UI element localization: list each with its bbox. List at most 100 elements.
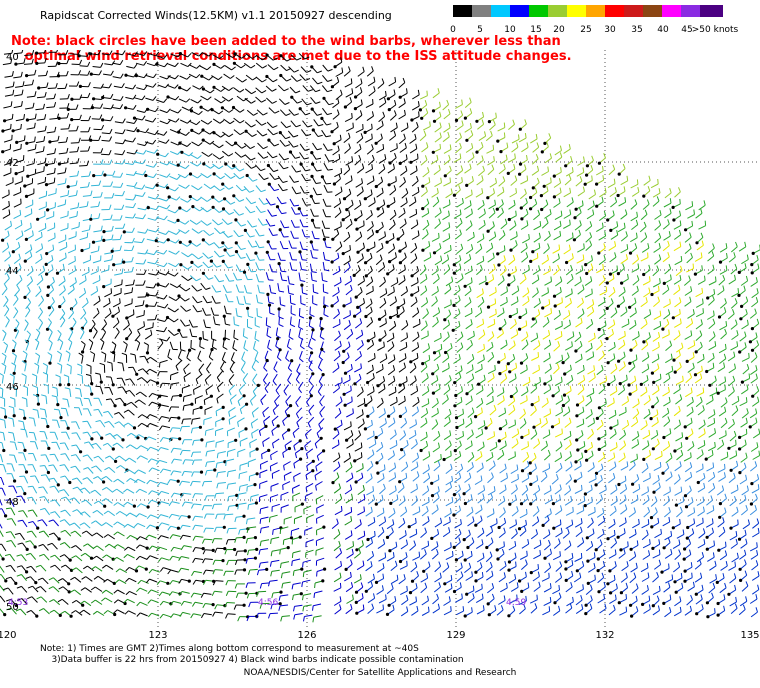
wind-barb — [235, 591, 248, 598]
wind-barb — [511, 285, 520, 296]
wind-barb — [508, 199, 516, 210]
wind-barb — [312, 187, 322, 196]
wind-barb — [500, 218, 508, 230]
wind-barb — [190, 592, 202, 598]
wind-barb — [353, 452, 363, 463]
wind-barb — [52, 419, 60, 429]
wind-barb — [57, 199, 67, 208]
wind-barb — [14, 285, 20, 297]
wind-barb — [181, 385, 191, 394]
wind-barb — [143, 342, 150, 355]
wind-barb — [58, 338, 64, 350]
wind-barb — [374, 427, 384, 440]
wind-barb — [434, 177, 442, 188]
wind-barb — [0, 530, 4, 537]
wind-barb — [103, 254, 114, 262]
wind-barb — [73, 407, 83, 416]
wind-barb — [598, 383, 606, 395]
wind-barb — [663, 309, 671, 320]
wind-barb — [275, 205, 287, 215]
wind-barb — [244, 206, 256, 214]
wind-barb — [170, 393, 183, 402]
wind-barb — [135, 280, 146, 286]
footnote-line-2: 3)Data buffer is 22 hrs from 20150927 4)… — [40, 655, 464, 665]
wind-barb — [598, 308, 606, 320]
wind-barb — [203, 319, 211, 329]
wind-barb — [365, 164, 373, 174]
wind-barb — [80, 115, 91, 122]
wind-barb — [277, 175, 288, 183]
wind-barb — [202, 548, 215, 555]
wind-barb — [289, 262, 297, 271]
wind-barb — [665, 353, 673, 364]
wind-barb — [586, 387, 595, 398]
wind-barb — [239, 402, 249, 415]
wind-barb — [464, 308, 473, 318]
wind-barb — [212, 611, 223, 617]
wind-barb — [343, 421, 352, 431]
wind-barb — [346, 548, 354, 559]
wind-barb — [25, 69, 37, 78]
wind-barb — [48, 586, 60, 593]
wind-barb — [444, 284, 452, 295]
wind-barb — [146, 414, 158, 419]
wind-barb — [181, 418, 192, 425]
wind-barb — [256, 590, 267, 597]
wind-barb — [274, 394, 281, 407]
wind-barb — [456, 606, 465, 616]
wind-barb — [9, 454, 18, 463]
wind-barb — [1, 362, 7, 374]
wind-barb — [748, 332, 758, 344]
wind-barb — [125, 512, 138, 518]
wind-barb — [15, 114, 25, 122]
wind-barb — [177, 294, 190, 302]
wind-barb — [334, 604, 342, 615]
wind-barb — [696, 449, 704, 460]
wind-barb — [156, 54, 168, 59]
wind-barb — [696, 387, 705, 397]
wind-barb — [59, 285, 66, 296]
wind-barb — [191, 470, 204, 477]
colorbar-label: 0 — [450, 25, 456, 35]
wind-barb — [445, 475, 454, 486]
wind-barb — [332, 145, 340, 156]
wind-barb — [136, 51, 148, 56]
wind-barb — [477, 343, 485, 354]
wind-barb — [653, 321, 662, 331]
wind-barb — [730, 241, 738, 253]
wind-barb — [737, 285, 746, 297]
wind-barb — [144, 184, 157, 190]
wind-barb — [686, 594, 693, 606]
wind-barb — [211, 205, 224, 213]
wind-barb — [594, 474, 603, 487]
wind-barb — [752, 450, 760, 460]
wind-barb — [135, 339, 141, 351]
wind-barb — [750, 474, 760, 486]
wind-barb — [564, 439, 572, 450]
wind-barb — [244, 62, 256, 69]
wind-barb — [25, 552, 37, 560]
wind-barb — [728, 274, 736, 285]
wind-barb — [409, 133, 417, 144]
wind-barb — [509, 318, 517, 330]
wind-barb — [519, 550, 528, 560]
wind-barb — [618, 374, 628, 386]
wind-barb — [531, 274, 540, 285]
wind-barb — [456, 571, 464, 582]
wind-barb — [641, 352, 650, 363]
wind-barb — [673, 442, 683, 453]
wind-barb — [486, 395, 494, 406]
wind-barb — [14, 219, 23, 230]
wind-barb — [673, 419, 681, 430]
wind-barb — [445, 496, 454, 507]
wind-barb — [243, 186, 255, 193]
wind-barb — [357, 506, 365, 516]
wind-barb — [201, 87, 215, 94]
wind-barb — [421, 241, 431, 252]
wind-barb — [330, 252, 340, 264]
wind-barb — [430, 486, 440, 498]
wind-barb — [750, 352, 758, 363]
wind-barb — [270, 602, 282, 610]
wind-barb — [235, 184, 247, 192]
wind-barb — [157, 83, 169, 89]
